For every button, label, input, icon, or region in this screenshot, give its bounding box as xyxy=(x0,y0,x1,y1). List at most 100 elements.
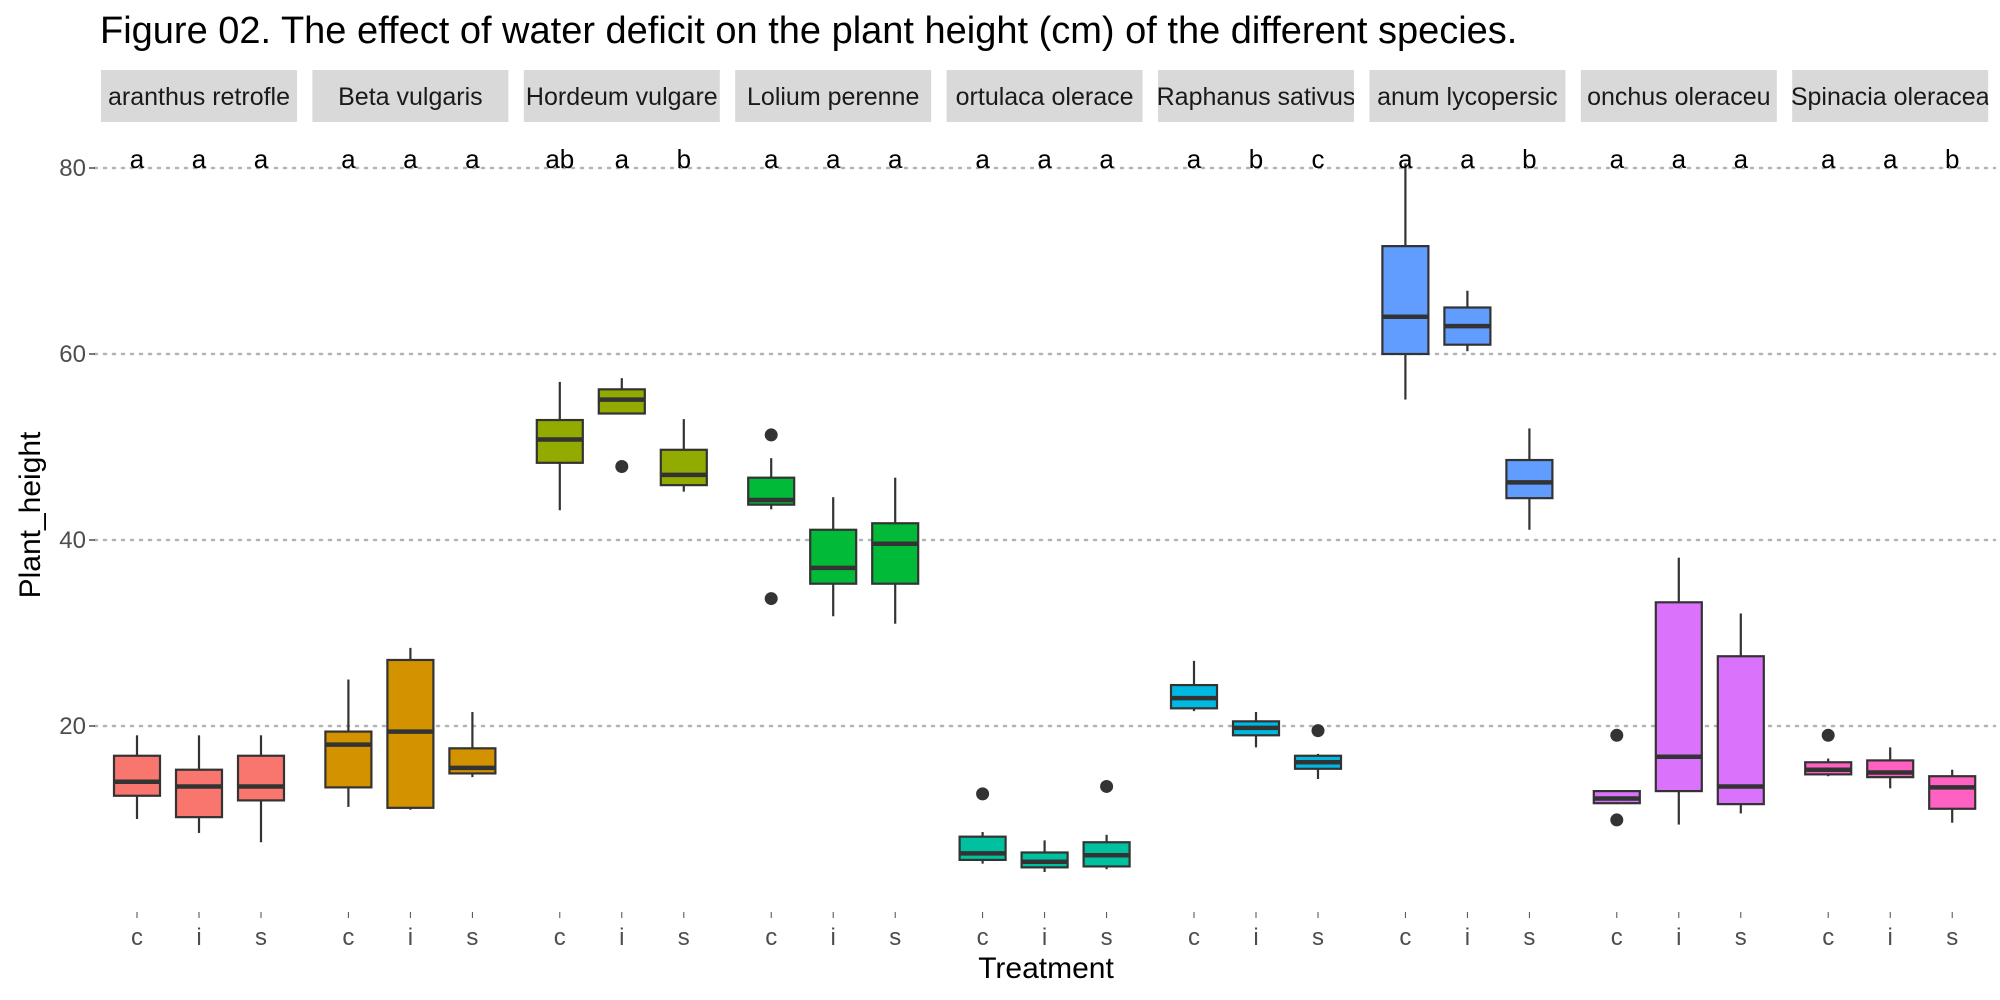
facet-strip-label: onchus oleraceu xyxy=(1587,83,1770,111)
y-tick-label: 20 xyxy=(59,713,86,740)
facet-panel: Hordeum vulgare ab c a i b s xyxy=(523,70,720,951)
facet-strip: Lolium perenne xyxy=(735,70,932,122)
facet-strip-background xyxy=(1369,70,1566,122)
facet-strip-background xyxy=(1158,70,1354,122)
facet-strip-background xyxy=(1792,70,1989,122)
x-tick-label: s xyxy=(678,924,690,951)
significance-letter: a xyxy=(1460,144,1475,174)
boxplot-box xyxy=(958,835,1007,862)
outlier-point xyxy=(1311,724,1325,738)
significance-letter: a xyxy=(403,144,418,174)
boxplot-box-group xyxy=(1082,779,1131,870)
x-tick-label: i xyxy=(1465,924,1470,951)
boxplot-box-group xyxy=(597,378,646,474)
facet-strip-background xyxy=(312,70,509,122)
significance-letter: a xyxy=(764,144,779,174)
facet-panel: onchus oleraceu a c a i a s xyxy=(1580,70,1777,951)
facet-strip: aranthus retrofle xyxy=(101,70,297,122)
outlier-point xyxy=(764,592,778,606)
x-tick-label: i xyxy=(619,924,624,951)
facet-strip-background xyxy=(946,70,1143,122)
x-tick-label: c xyxy=(765,924,777,951)
y-tick-label: 60 xyxy=(59,341,86,368)
x-tick-label: s xyxy=(1312,924,1324,951)
significance-letter: a xyxy=(1883,144,1898,174)
facet-strip: Spinacia oleracea xyxy=(1791,70,1990,122)
boxplot-box-group xyxy=(809,497,858,617)
y-axis: 20 40 60 80 xyxy=(59,155,95,740)
x-tick-label: s xyxy=(1523,924,1535,951)
facet-strip-label: Spinacia oleracea xyxy=(1791,83,1990,111)
facet-strip: Hordeum vulgare xyxy=(523,70,720,122)
x-tick-label: c xyxy=(977,924,989,951)
boxplot-box xyxy=(236,754,286,802)
significance-letter: a xyxy=(465,144,480,174)
x-tick-label: i xyxy=(1676,924,1681,951)
significance-letter: a xyxy=(888,144,903,174)
outlier-point xyxy=(1100,779,1114,793)
facet-panels: aranthus retrofle a c a i a s Beta vulgaris a c a i… xyxy=(101,70,1990,951)
boxplot-box xyxy=(386,658,435,809)
significance-letter: b xyxy=(1249,144,1263,174)
boxplot-box-group xyxy=(1020,840,1069,873)
outlier-point xyxy=(1610,728,1624,742)
boxplot-box xyxy=(324,730,373,789)
facet-panel: aranthus retrofle a c a i a s xyxy=(101,70,297,951)
significance-letter: c xyxy=(1312,144,1325,174)
significance-letter: a xyxy=(1099,144,1114,174)
significance-letter: b xyxy=(677,144,691,174)
x-tick-label: c xyxy=(1399,924,1411,951)
boxplot-box-group xyxy=(535,381,584,511)
x-tick-label: s xyxy=(889,924,901,951)
significance-letter: a xyxy=(1734,144,1749,174)
significance-letter: a xyxy=(1672,144,1687,174)
facet-strip-label: anum lycopersic xyxy=(1377,83,1558,111)
facet-strip: ortulaca olerace xyxy=(946,70,1143,122)
facet-strip-background xyxy=(1580,70,1777,122)
boxplot-box-group xyxy=(1505,428,1554,530)
boxplot-box-group xyxy=(386,647,435,810)
facet-strip: onchus oleraceu xyxy=(1580,70,1777,122)
boxplot-box xyxy=(659,448,708,487)
boxplot-box-group xyxy=(1654,557,1703,825)
facet-strip-label: aranthus retrofle xyxy=(108,83,290,111)
boxplot-box xyxy=(1928,775,1977,810)
x-tick-label: i xyxy=(196,924,201,951)
y-tick-label: 40 xyxy=(59,527,86,554)
facet-strip-label: Lolium perenne xyxy=(747,83,919,111)
y-tick-label: 80 xyxy=(59,155,86,182)
facet-strip: anum lycopersic xyxy=(1369,70,1566,122)
x-tick-label: c xyxy=(342,924,354,951)
boxplot-box xyxy=(1381,245,1430,356)
facet-panel: Lolium perenne a c a i a s xyxy=(735,70,932,951)
boxplot-box-group xyxy=(174,735,224,833)
significance-letter: a xyxy=(130,144,145,174)
boxplot-box xyxy=(112,754,162,797)
facet-panel: Beta vulgaris a c a i a s xyxy=(312,70,509,951)
x-tick-label: s xyxy=(255,924,267,951)
significance-letter: a xyxy=(192,144,207,174)
outlier-point xyxy=(615,460,629,474)
facet-strip-label: ortulaca olerace xyxy=(956,83,1134,111)
significance-letter: a xyxy=(254,144,269,174)
boxplot-box-group xyxy=(1928,769,1977,823)
significance-letter: b xyxy=(1945,144,1959,174)
boxplot-box-group xyxy=(1443,290,1492,352)
boxplot-box-group xyxy=(1866,747,1915,789)
significance-letter: a xyxy=(1398,144,1413,174)
significance-letter: a xyxy=(1187,144,1202,174)
significance-letter: a xyxy=(826,144,841,174)
outlier-point xyxy=(764,428,778,442)
x-tick-label: s xyxy=(1735,924,1747,951)
x-tick-label: i xyxy=(831,924,836,951)
boxplot-box-group xyxy=(659,419,708,492)
boxplot-box-group xyxy=(1592,728,1641,827)
boxplot-box-group xyxy=(871,477,920,624)
boxplot-box-group xyxy=(1293,724,1343,780)
facet-strip-background xyxy=(735,70,932,122)
significance-letter: a xyxy=(615,144,630,174)
x-tick-label: i xyxy=(1253,924,1258,951)
boxplot-box-group xyxy=(1716,613,1765,814)
boxplot-box-group xyxy=(236,735,286,843)
